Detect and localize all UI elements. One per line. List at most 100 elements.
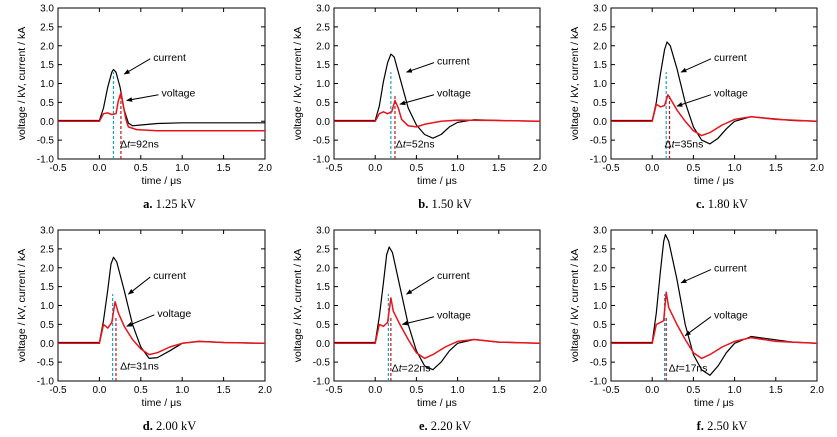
voltage-series-line — [611, 94, 818, 137]
x-tick-label: -0.5 — [602, 385, 620, 396]
delta-t-italic: t — [676, 363, 680, 375]
delta-symbol: Δ — [669, 363, 676, 375]
caption-value: 1.25 kV — [156, 197, 196, 211]
y-tick-label: 1.5 — [316, 282, 330, 293]
voltage-series-line — [611, 291, 818, 360]
x-tick-label: 1.0 — [728, 385, 742, 396]
y-tick-label: -0.5 — [37, 136, 55, 147]
caption-value: 1.50 kV — [431, 197, 471, 211]
y-tick-label: -1.0 — [590, 377, 608, 388]
y-tick-label: 2.5 — [40, 22, 54, 33]
plot-frame — [57, 7, 266, 160]
y-tick-label: 2.0 — [316, 263, 330, 274]
x-tick-label: 1.0 — [451, 385, 465, 396]
y-tick-label: 3.0 — [593, 4, 607, 15]
delta-t-value: =22ns — [402, 363, 431, 375]
y-tick-label: 0.0 — [316, 339, 330, 350]
x-tick-label: 1.5 — [769, 385, 783, 396]
plot-frame — [333, 229, 541, 382]
x-tick-label: 2.0 — [533, 385, 547, 396]
y-tick-label: 2.5 — [316, 22, 330, 33]
y-tick-label: 1.0 — [40, 301, 54, 312]
panel-caption: c. 1.80 kV — [696, 197, 748, 211]
x-axis-label: time / μs — [142, 175, 182, 187]
y-tick-label: 1.0 — [40, 79, 54, 90]
y-tick-label: 1.0 — [593, 79, 607, 90]
current-label: current — [153, 52, 186, 64]
x-axis-label: time / μs — [694, 397, 734, 409]
delta-t-value: =92ns — [130, 139, 159, 151]
y-tick-label: 3.0 — [316, 4, 330, 15]
delta-t-italic: t — [399, 363, 403, 375]
delta-t-label: Δt=35ns — [665, 139, 704, 151]
delta-t-label: Δt=17ns — [669, 363, 708, 375]
caption-value: 2.20 kV — [431, 419, 471, 433]
y-axis-label: voltage / kV, current / kA — [292, 27, 304, 140]
voltage-series-line — [334, 99, 541, 128]
panel-caption: f. 2.50 kV — [697, 419, 748, 433]
y-tick-label: 1.5 — [593, 282, 607, 293]
x-tick-label: 0.5 — [686, 385, 700, 396]
chart-panel-3: -0.5 0.0 0.5 1.0 1.5 2.0-1.0-0.50.00.51.01.52… — [569, 4, 824, 212]
y-tick-label: 1.5 — [593, 60, 607, 71]
x-tick-label: -0.5 — [49, 385, 67, 396]
x-tick-label: 0.0 — [368, 163, 382, 174]
x-tick-label: 2.0 — [810, 163, 824, 174]
x-tick-label: 0.0 — [92, 385, 106, 396]
voltage-series-line — [58, 300, 266, 356]
delta-t-value: =35ns — [674, 139, 703, 151]
x-tick-label: 2.0 — [258, 163, 272, 174]
y-tick-label: 2.5 — [40, 244, 54, 255]
current-label: current — [437, 270, 470, 282]
x-tick-label: 2.0 — [810, 385, 824, 396]
y-tick-label: 0.0 — [593, 339, 607, 350]
y-tick-label: 0.5 — [40, 98, 54, 109]
x-tick-label: 0.5 — [134, 163, 148, 174]
voltage-arrow — [126, 94, 159, 102]
delta-t-label: Δt=52ns — [396, 139, 435, 151]
current-arrow — [127, 276, 151, 295]
y-axis-label: voltage / kV, current / kA — [569, 27, 581, 140]
delta-symbol: Δ — [120, 361, 127, 373]
delta-t-italic: t — [127, 361, 131, 373]
voltage-label: voltage — [714, 310, 748, 322]
current-series-line — [611, 233, 818, 376]
x-tick-label: 1.0 — [175, 385, 189, 396]
delta-t-value: =17ns — [679, 363, 708, 375]
voltage-label: voltage — [714, 88, 748, 100]
x-axis-label: time / μs — [142, 397, 182, 409]
current-arrow — [680, 269, 712, 284]
voltage-arrow — [684, 316, 712, 337]
y-tick-label: 1.5 — [316, 60, 330, 71]
x-tick-label: -0.5 — [325, 385, 343, 396]
y-tick-label: 0.0 — [40, 117, 54, 128]
chart-panel-1: -0.5 0.0 0.5 1.0 1.5 2.0-1.0-0.50.00.51.01.52… — [16, 4, 272, 212]
chart-panel-6: -0.5 0.0 0.5 1.0 1.5 2.0-1.0-0.50.00.51.01.52… — [569, 226, 824, 434]
delta-symbol: Δ — [392, 363, 399, 375]
y-tick-label: 0.0 — [316, 117, 330, 128]
panel-caption: b. 1.50 kV — [418, 197, 471, 211]
y-tick-label: 0.5 — [316, 98, 330, 109]
current-label: current — [437, 56, 470, 68]
y-tick-label: 2.5 — [593, 22, 607, 33]
x-tick-label: -0.5 — [49, 163, 67, 174]
voltage-label: voltage — [162, 88, 196, 100]
panel-caption: e. 2.20 kV — [419, 419, 471, 433]
y-tick-label: -0.5 — [313, 358, 331, 369]
y-tick-label: -1.0 — [37, 155, 55, 166]
x-tick-label: 0.5 — [134, 385, 148, 396]
caption-letter: c. — [696, 197, 708, 211]
delta-symbol: Δ — [396, 139, 403, 151]
y-tick-label: 1.0 — [316, 79, 330, 90]
x-tick-label: 1.0 — [175, 163, 189, 174]
chart-panel-4: -0.5 0.0 0.5 1.0 1.5 2.0-1.0-0.50.00.51.01.52… — [16, 226, 272, 434]
y-tick-label: 0.5 — [316, 320, 330, 331]
panel-caption: d. 2.00 kV — [143, 419, 196, 433]
voltage-label: voltage — [157, 308, 191, 320]
current-series-line — [334, 53, 541, 139]
y-tick-label: 3.0 — [40, 226, 54, 237]
x-tick-label: 0.0 — [92, 163, 106, 174]
x-tick-label: 0.5 — [409, 163, 423, 174]
y-tick-label: 1.5 — [40, 282, 54, 293]
